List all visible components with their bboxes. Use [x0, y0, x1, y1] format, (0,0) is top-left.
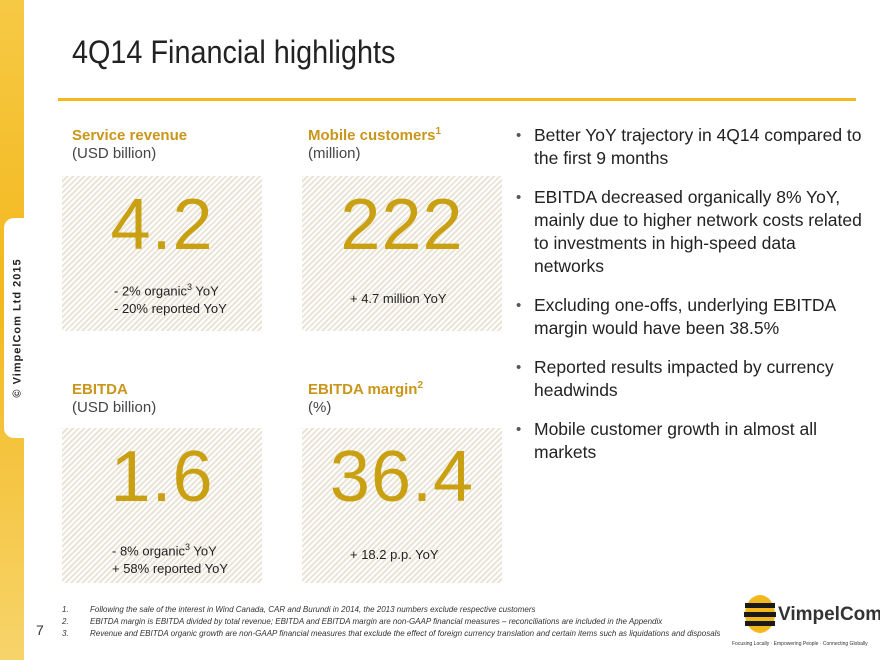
- metric-label: EBITDA: [72, 381, 128, 398]
- logo-tagline: Focusing Locally · Empowering People · C…: [732, 641, 868, 647]
- metric-label: EBITDA margin2: [308, 380, 424, 398]
- metric-mobile-customers-tile: 222 + 4.7 million YoY: [302, 176, 502, 331]
- metric-value: 4.2: [110, 185, 214, 265]
- page-title: 4Q14 Financial highlights: [72, 34, 396, 70]
- highlights-list: Better YoY trajectory in 4Q14 compared t…: [516, 124, 866, 480]
- copyright-notice: © VimpelCom Ltd 2015: [4, 218, 32, 438]
- metric-ebitda-margin-heading: EBITDA margin2 (%): [308, 380, 508, 416]
- footnote: 3. Revenue and EBITDA organic growth are …: [62, 629, 721, 638]
- vimpelcom-logo: VimpelCom Focusing Locally · Empowering …: [730, 590, 880, 652]
- metric-label: Mobile customers1: [308, 126, 442, 144]
- highlight-item: EBITDA decreased organically 8% YoY, mai…: [516, 186, 866, 278]
- metric-change-line: - 8% organic3 YoY: [112, 542, 217, 559]
- metric-change-list: + 18.2 p.p. YoY: [350, 546, 439, 564]
- logo-wordmark: VimpelCom: [778, 604, 880, 625]
- metric-change-line: + 4.7 million YoY: [350, 291, 447, 306]
- page-number: 7: [36, 622, 44, 638]
- highlight-item: Mobile customer growth in almost all mar…: [516, 418, 866, 464]
- metric-service-revenue-heading: Service revenue (USD billion): [72, 126, 272, 162]
- metric-change-line: + 18.2 p.p. YoY: [350, 547, 439, 562]
- highlight-item: Reported results impacted by currency he…: [516, 356, 866, 402]
- metric-change-list: - 2% organic3 YoY - 20% reported YoY: [114, 278, 227, 318]
- metric-change-line: - 2% organic3 YoY: [114, 282, 219, 299]
- footnote: 1. Following the sale of the interest in …: [62, 605, 536, 614]
- metric-value: 1.6: [110, 437, 214, 517]
- highlight-item: Better YoY trajectory in 4Q14 compared t…: [516, 124, 866, 170]
- metric-ebitda-tile: 1.6 - 8% organic3 YoY + 58% reported YoY: [62, 428, 262, 583]
- metric-change-line: - 20% reported YoY: [114, 301, 227, 317]
- metric-mobile-customers-heading: Mobile customers1 (million): [308, 126, 508, 162]
- metric-unit: (million): [308, 145, 361, 162]
- metric-ebitda-heading: EBITDA (USD billion): [72, 380, 272, 416]
- metric-unit: (%): [308, 399, 332, 416]
- highlight-item: Excluding one-offs, underlying EBITDA ma…: [516, 294, 866, 340]
- copyright-text: © VimpelCom Ltd 2015: [12, 258, 25, 398]
- metric-label: Service revenue: [72, 127, 188, 144]
- metric-value: 36.4: [329, 437, 475, 517]
- copyright-tab: [4, 218, 32, 438]
- metric-ebitda-margin-tile: 36.4 + 18.2 p.p. YoY: [302, 428, 502, 583]
- metric-change-list: + 4.7 million YoY: [350, 290, 447, 308]
- footnotes: 1. Following the sale of the interest in …: [62, 604, 722, 640]
- logo-mark-icon: [744, 595, 776, 633]
- title-divider: [58, 98, 856, 101]
- metric-change-line: + 58% reported YoY: [112, 561, 229, 577]
- metric-value: 222: [340, 185, 464, 265]
- metric-change-list: - 8% organic3 YoY + 58% reported YoY: [112, 538, 228, 578]
- metric-unit: (USD billion): [72, 145, 157, 162]
- metric-unit: (USD billion): [72, 399, 157, 416]
- footnote: 2. EBITDA margin is EBITDA divided by tot…: [62, 617, 663, 626]
- metric-service-revenue-tile: 4.2 - 2% organic3 YoY - 20% reported YoY: [62, 176, 262, 331]
